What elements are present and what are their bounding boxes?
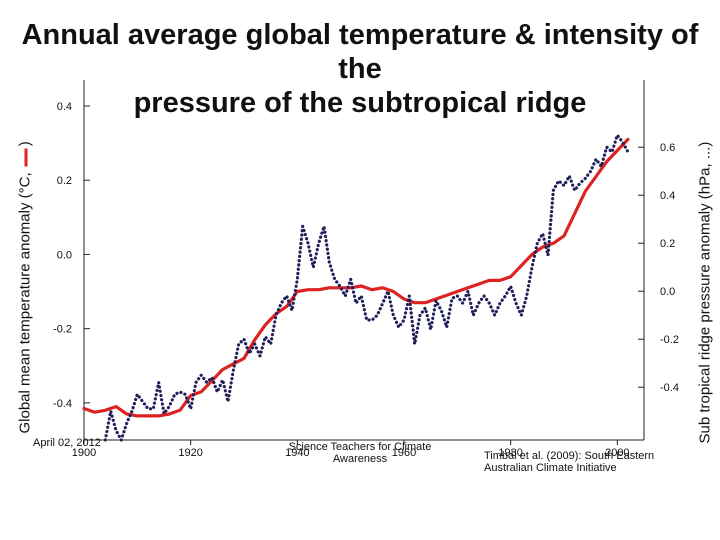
footer-credit-line-2: Australian Climate Initiative [484, 462, 617, 474]
right-tick-label: 0.6 [660, 142, 675, 154]
right-tick-label: 0.2 [660, 238, 675, 250]
chart-title-line-2: pressure of the subtropical ridge [133, 87, 587, 119]
chart-title: Annual average global temperature & inte… [0, 18, 720, 120]
footer-organization: Science Teachers for Climate Awareness [270, 441, 450, 465]
x-tick-label: 1900 [72, 447, 96, 459]
left-tick-label: 0.2 [57, 175, 72, 187]
temperature-series-line [82, 137, 630, 418]
x-tick-label: 1920 [178, 447, 202, 459]
right-tick-label: -0.4 [660, 382, 679, 394]
right-tick-label: 0.4 [660, 190, 675, 202]
left-tick-label: -0.4 [53, 398, 72, 410]
pressure-series-line [103, 133, 630, 442]
chart-title-line-1: Annual average global temperature & inte… [21, 19, 699, 85]
left-tick-label: 0.4 [57, 101, 72, 113]
right-tick-label: -0.2 [660, 334, 679, 346]
footer-credit: Timbal et al. (2009): South Eastern Aust… [484, 450, 654, 474]
x-tick-label: 2000 [605, 447, 629, 459]
x-tick-label: 1960 [392, 447, 416, 459]
footer-date: April 02, 2012 [33, 437, 101, 449]
footer-organization-line-2: Awareness [332, 453, 388, 465]
x-tick-label: 1980 [498, 447, 522, 459]
left-tick-label: 0.0 [57, 249, 72, 261]
footer-organization-line-1: Science Teachers for Climate [288, 441, 432, 453]
left-tick-label: -0.2 [53, 324, 72, 336]
footer-credit-line-1: Timbal et al. (2009): South Eastern [484, 450, 655, 462]
right-tick-label: 0.0 [660, 286, 675, 298]
x-tick-label: 1940 [285, 447, 309, 459]
